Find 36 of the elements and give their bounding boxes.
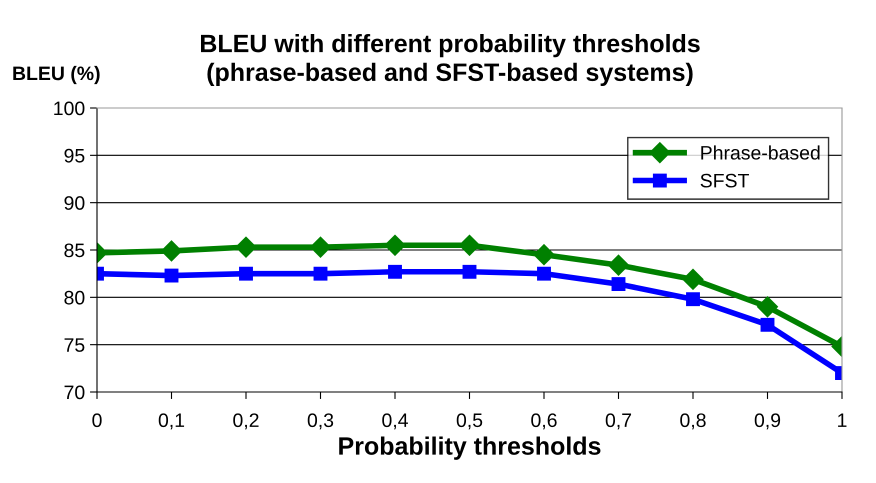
y-tick-label: 95 [64, 148, 84, 163]
x-axis-title: Probability thresholds [339, 436, 600, 460]
y-tick-label: 85 [64, 243, 84, 258]
x-tick-label: 0,7 [606, 413, 632, 430]
point [612, 277, 626, 292]
point [164, 268, 178, 283]
x-tick-label: 0,4 [382, 413, 408, 430]
y-tick-label: 80 [64, 290, 84, 305]
x-tick-label: 0,8 [680, 413, 706, 430]
point [756, 296, 778, 318]
y-tick-label: 70 [64, 385, 84, 400]
legend-label: SFST [700, 174, 749, 188]
point [686, 292, 700, 306]
x-tick-label: 0,2 [233, 413, 259, 430]
point [462, 264, 476, 279]
point [760, 318, 774, 332]
point [239, 266, 253, 281]
x-tick-label: 0 [92, 413, 102, 428]
x-tick-label: 0,9 [754, 413, 780, 430]
x-tick-label: 0,1 [158, 413, 184, 430]
point [682, 268, 704, 290]
x-tick-label: 1 [838, 414, 846, 427]
y-tick-label: 75 [64, 338, 84, 352]
y-axis-title: BLEU (%) [13, 66, 100, 84]
x-tick-label: 0,5 [456, 413, 482, 430]
y-tick-label: 100 [54, 101, 84, 116]
point [537, 266, 551, 281]
x-tick-label: 0,3 [308, 413, 334, 430]
x-tick-label: 0,6 [531, 413, 557, 430]
point [533, 244, 555, 266]
point [314, 266, 328, 281]
chart-title: BLEU with different probability thresholds (phrase-based and SFST-based systems) [200, 34, 700, 86]
point [388, 264, 402, 279]
legend-label: Phrase-based [701, 145, 820, 160]
point [608, 254, 630, 276]
y-tick-label: 90 [64, 196, 84, 210]
